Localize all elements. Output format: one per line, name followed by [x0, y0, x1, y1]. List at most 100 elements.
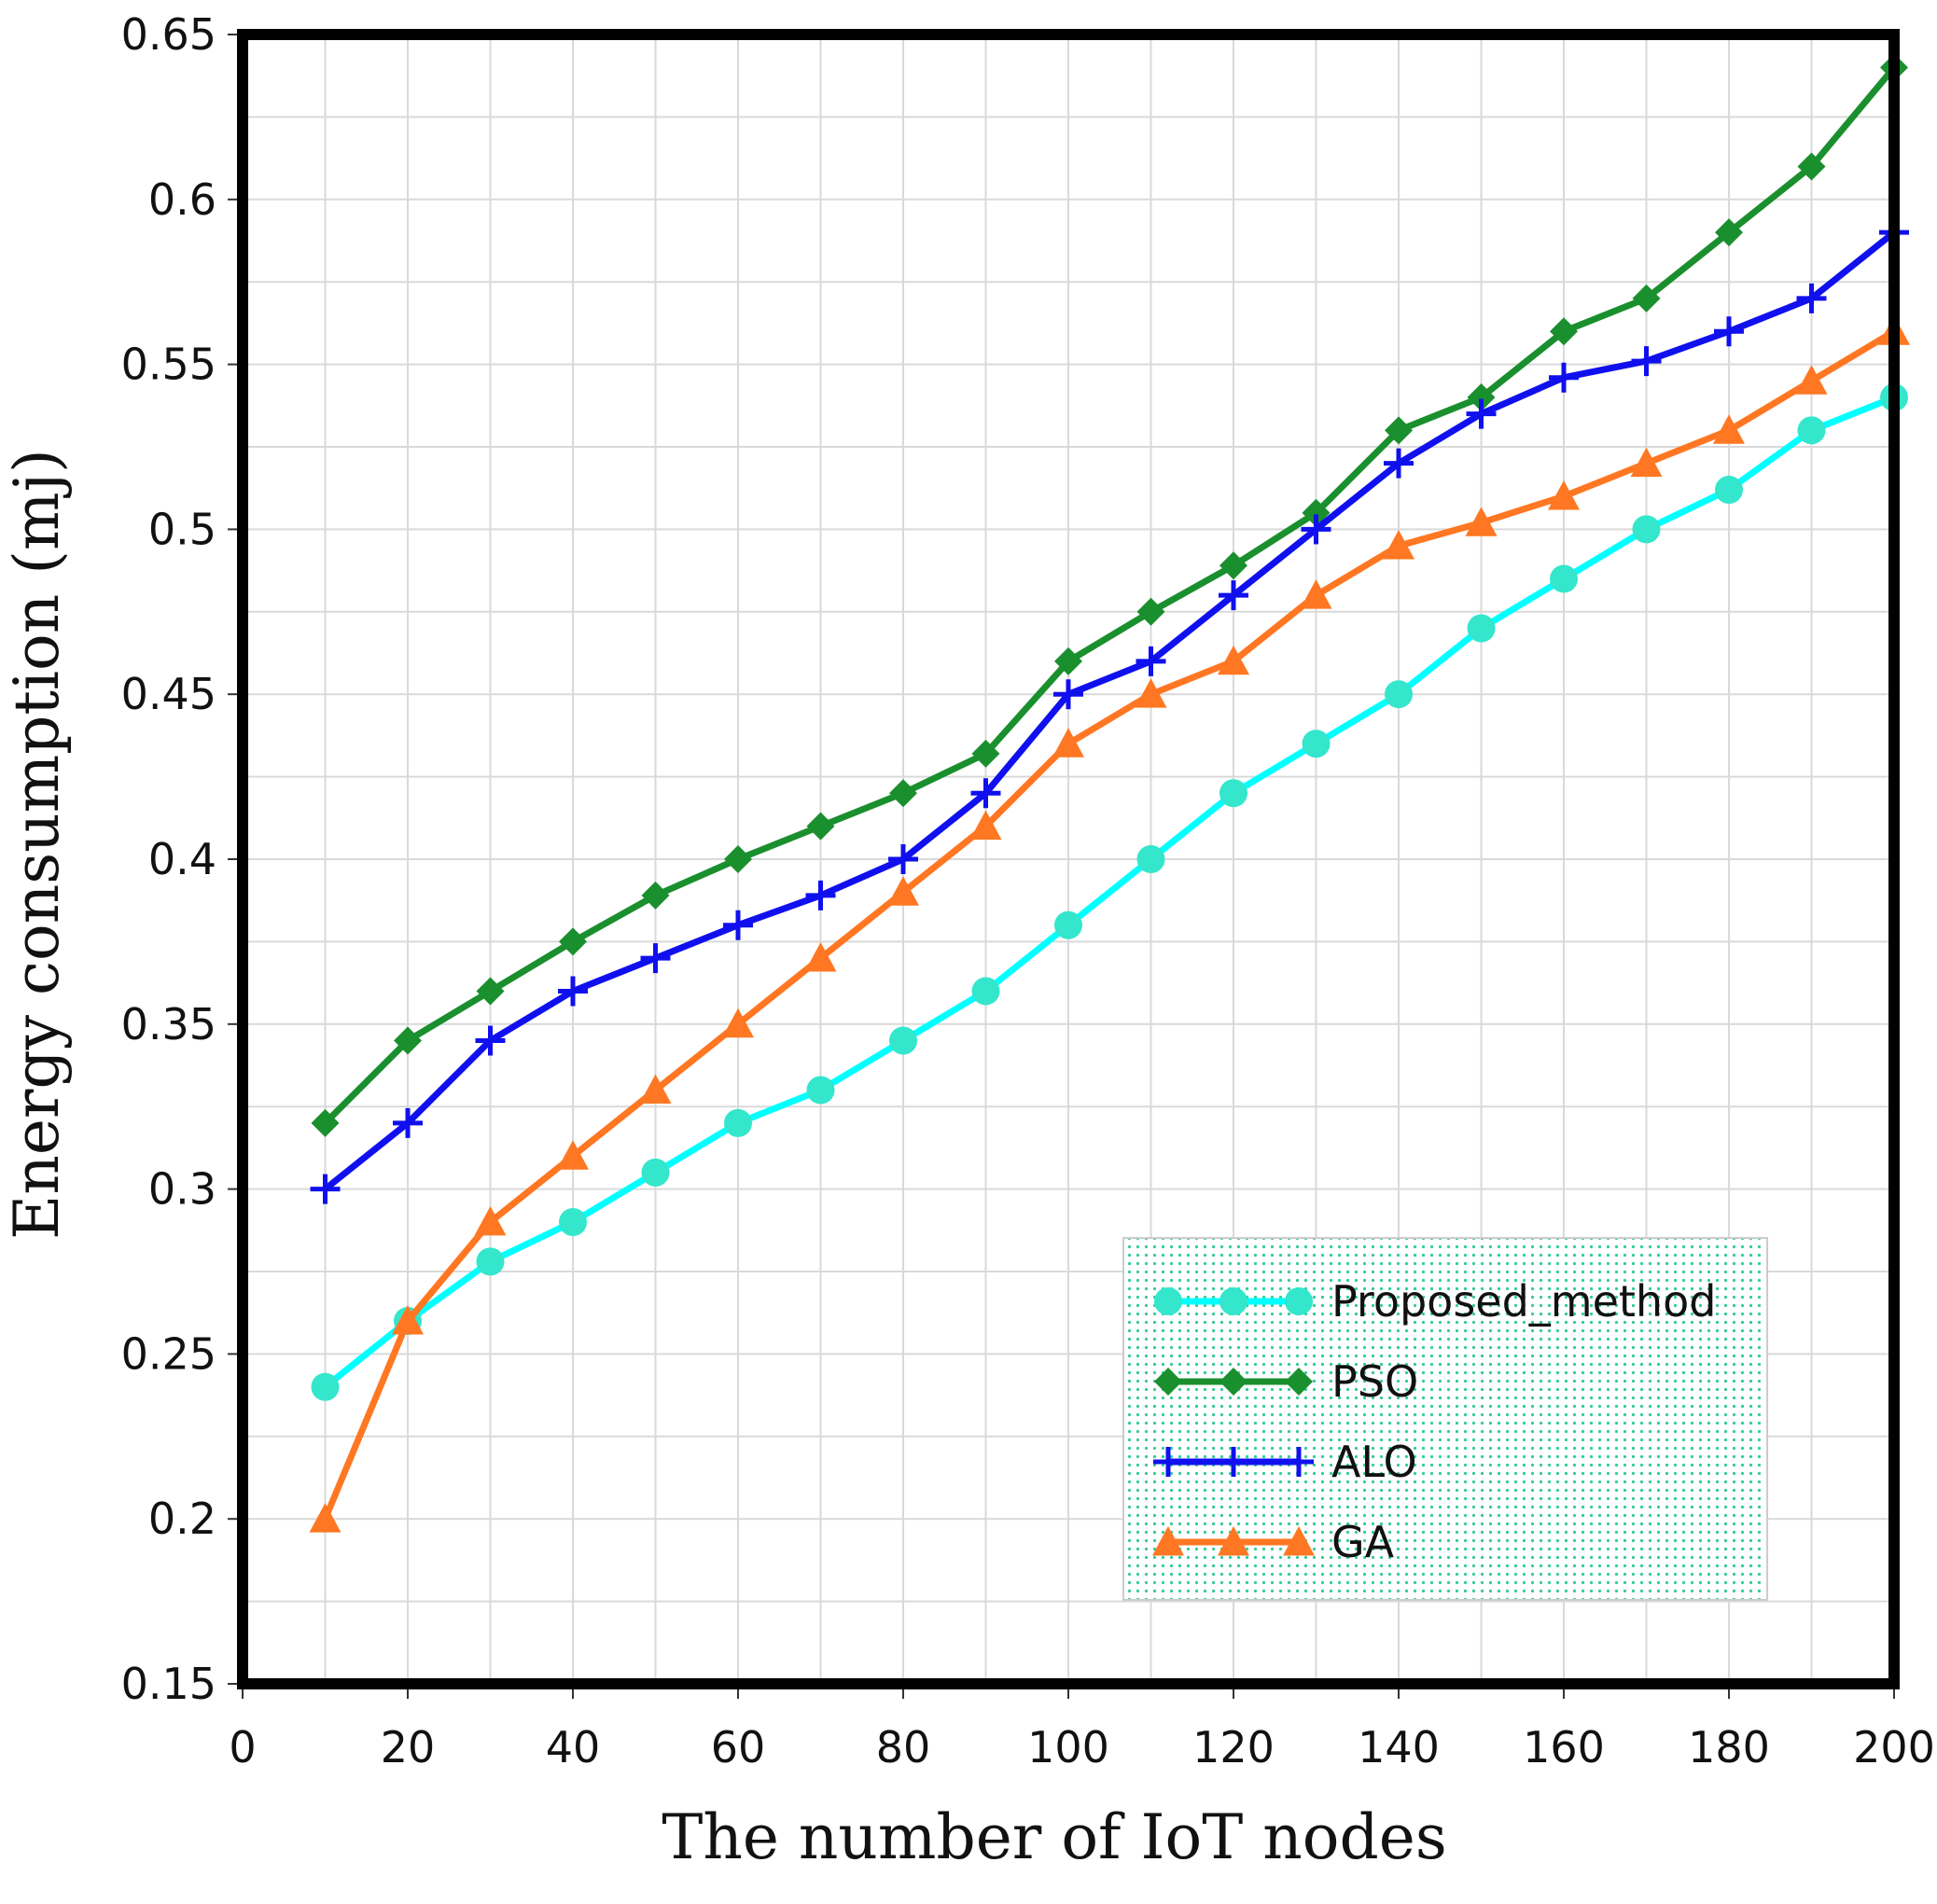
- data-point-alo: [640, 943, 671, 974]
- series-line-proposed-method: [323, 394, 1896, 1390]
- series-pso: [311, 53, 1908, 1137]
- legend-item-proposed-method: Proposed_method: [1154, 1276, 1716, 1327]
- data-point-ga: [969, 810, 1002, 841]
- y-tick-label: 0.5: [148, 504, 216, 554]
- legend-marker-alo: [1219, 1447, 1248, 1477]
- data-point-pso: [889, 779, 917, 808]
- legend-label-pso: PSO: [1331, 1356, 1418, 1407]
- data-point-ga: [722, 1008, 754, 1038]
- data-point-pso: [1715, 218, 1743, 247]
- x-tick-label: 60: [711, 1722, 766, 1772]
- data-point-proposed-method: [311, 1372, 340, 1401]
- data-point-pso: [1054, 646, 1082, 675]
- data-point-alo: [1136, 646, 1166, 676]
- data-point-ga: [474, 1205, 507, 1236]
- data-point-alo: [310, 1174, 341, 1204]
- y-tick-label: 0.2: [148, 1494, 216, 1544]
- y-tick-label: 0.6: [148, 174, 216, 225]
- legend-marker-ga: [1218, 1526, 1249, 1556]
- y-tick-label: 0.45: [121, 669, 216, 719]
- data-point-ga: [1218, 645, 1249, 675]
- legend-item-pso: PSO: [1154, 1356, 1418, 1407]
- x-tick-label: 180: [1688, 1722, 1770, 1772]
- x-tick-label: 80: [876, 1722, 931, 1772]
- data-point-ga: [392, 1305, 424, 1335]
- series-line-ga: [322, 328, 1896, 1521]
- data-point-pso: [1385, 416, 1413, 445]
- series-alo: [310, 217, 1909, 1204]
- data-point-pso: [724, 845, 752, 873]
- data-point-pso: [641, 881, 670, 910]
- legend-marker-pso: [1219, 1368, 1247, 1396]
- data-point-alo: [1219, 580, 1248, 611]
- data-point-alo: [1714, 316, 1744, 347]
- data-point-ga: [309, 1503, 341, 1533]
- data-point-proposed-method: [724, 1108, 752, 1137]
- y-tick-label: 0.35: [121, 999, 216, 1049]
- data-point-ga: [804, 942, 837, 972]
- data-point-alo: [1549, 362, 1579, 393]
- data-point-proposed-method: [1550, 564, 1578, 593]
- y-tick-label: 0.65: [121, 9, 216, 60]
- legend-label-ga: GA: [1331, 1517, 1395, 1567]
- data-point-ga: [1052, 728, 1084, 757]
- data-point-alo: [723, 910, 753, 940]
- x-tick-label: 160: [1523, 1722, 1605, 1772]
- y-axis-title: Energy consumption (mj): [1, 449, 73, 1240]
- data-point-ga: [557, 1140, 589, 1170]
- data-point-alo: [805, 880, 836, 910]
- legend-marker-ga: [1283, 1526, 1315, 1556]
- legend-marker-alo: [1284, 1447, 1314, 1477]
- legend-marker-ga: [1152, 1526, 1184, 1556]
- data-point-ga: [1300, 579, 1332, 609]
- legend-marker-proposed-method: [1285, 1287, 1313, 1315]
- data-point-pso: [394, 1026, 422, 1055]
- legend-item-alo: ALO: [1153, 1437, 1417, 1487]
- data-point-proposed-method: [1632, 515, 1661, 544]
- x-tick-label: 120: [1192, 1722, 1275, 1772]
- data-point-pso: [1550, 317, 1578, 346]
- data-point-ga: [1795, 365, 1828, 395]
- y-tick-label: 0.4: [148, 834, 216, 884]
- data-point-alo: [393, 1107, 423, 1138]
- legend: Proposed_method PSO ALO GA: [1122, 1237, 1768, 1601]
- plot-frame: [237, 29, 1900, 1689]
- data-point-proposed-method: [1467, 614, 1496, 643]
- data-point-proposed-method: [889, 1026, 917, 1055]
- data-point-proposed-method: [971, 977, 1000, 1006]
- data-point-proposed-method: [1136, 845, 1165, 873]
- legend-marker-pso: [1154, 1368, 1182, 1396]
- data-point-pso: [476, 977, 505, 1006]
- y-tick-label: 0.55: [121, 340, 216, 390]
- data-point-proposed-method: [1054, 910, 1082, 939]
- legend-label-alo: ALO: [1331, 1437, 1417, 1487]
- series-line-pso: [323, 65, 1897, 1126]
- data-point-proposed-method: [1797, 416, 1826, 445]
- data-point-pso: [1219, 551, 1247, 580]
- data-point-alo: [1631, 346, 1662, 377]
- x-tick-label: 20: [381, 1722, 436, 1772]
- data-point-alo: [1796, 283, 1827, 313]
- legend-label-proposed-method: Proposed_method: [1331, 1276, 1716, 1327]
- data-series: [309, 53, 1910, 1533]
- legend-marker-pso: [1285, 1368, 1313, 1396]
- data-point-alo: [1466, 398, 1497, 429]
- data-point-pso: [559, 927, 587, 956]
- data-point-pso: [1797, 152, 1826, 181]
- legend-marker-alo: [1153, 1447, 1183, 1477]
- x-axis-title: The number of IoT nodes: [662, 1801, 1446, 1873]
- data-point-pso: [311, 1108, 340, 1137]
- y-tick-label: 0.25: [121, 1328, 216, 1379]
- data-point-pso: [1467, 382, 1496, 411]
- data-point-pso: [971, 739, 1000, 768]
- data-point-proposed-method: [641, 1158, 670, 1187]
- x-tick-label: 100: [1027, 1722, 1109, 1772]
- data-point-alo: [1053, 679, 1083, 710]
- data-point-ga: [639, 1074, 672, 1104]
- data-point-pso: [806, 812, 835, 841]
- data-point-ga: [1465, 507, 1498, 536]
- data-point-ga: [887, 876, 919, 906]
- data-point-alo: [1384, 448, 1414, 479]
- data-point-alo: [970, 778, 1001, 809]
